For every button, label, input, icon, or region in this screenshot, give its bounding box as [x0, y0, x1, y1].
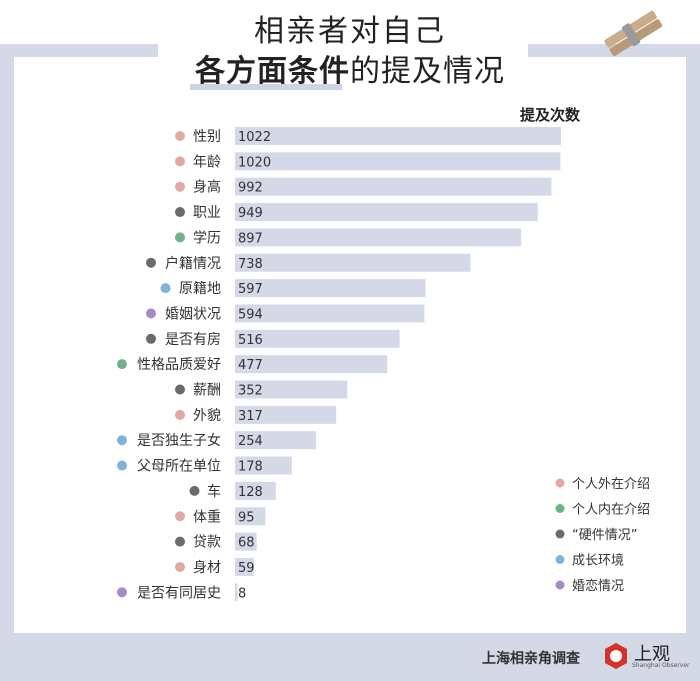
legend-label: 婚恋情况 [572, 578, 624, 594]
category-dot [175, 181, 185, 192]
category-label: 父母所在单位 [137, 459, 221, 475]
bar-value-label: 992 [238, 181, 263, 196]
category-dot [160, 283, 171, 294]
legend-label: “硬件情况” [572, 528, 637, 543]
category-dot [175, 232, 185, 243]
bar [235, 203, 538, 222]
bar-value-label: 477 [238, 358, 263, 373]
title-line2-bold: 各方面条件 [195, 54, 350, 89]
category-dot [175, 561, 185, 572]
category-label: 车 [207, 483, 221, 500]
category-label: 学历 [193, 230, 221, 246]
category-label: 是否有同居史 [137, 585, 221, 601]
category-dot [175, 409, 185, 420]
bar-value-label: 352 [238, 384, 263, 399]
bar-value-label: 254 [238, 434, 263, 449]
category-dot [117, 435, 127, 446]
bar [235, 481, 276, 500]
bar [235, 127, 561, 145]
logo-subtext: Shanghai Observer [632, 662, 690, 669]
category-label: 体重 [193, 509, 221, 525]
category-label: 职业 [193, 205, 221, 221]
bar-value-label: 95 [238, 510, 255, 525]
bar [235, 507, 266, 526]
category-label: 外貌 [193, 408, 221, 424]
legend-dot [555, 478, 565, 488]
category-dot [175, 156, 185, 167]
bar-value-label: 516 [238, 333, 263, 348]
bar [235, 583, 238, 602]
category-dot [175, 384, 185, 395]
clothespin-icon [604, 10, 663, 57]
bar-value-label: 1020 [238, 155, 271, 170]
legend-dot [555, 555, 565, 564]
bar-value-label: 128 [238, 485, 263, 500]
bar-value-label: 317 [238, 409, 263, 424]
category-dot [117, 460, 127, 471]
category-dot [175, 131, 185, 141]
value-axis-header: 提及次数 [519, 106, 580, 124]
bar-value-label: 897 [238, 231, 263, 246]
bar [235, 557, 254, 576]
bar-value-label: 1022 [238, 130, 271, 145]
category-label: 身高 [193, 179, 221, 196]
category-label: 是否有房 [165, 332, 221, 348]
category-label: 性格品质爱好 [137, 357, 221, 373]
bar-value-label: 68 [238, 536, 255, 551]
logo-text: 上观 [634, 644, 670, 665]
legend-label: 个人外在介绍 [572, 477, 650, 492]
bar-value-label: 594 [238, 307, 263, 322]
category-label: 贷款 [193, 535, 221, 551]
title-line1: 相亲者对自己 [254, 14, 446, 49]
bar [235, 431, 317, 450]
bar [235, 405, 337, 424]
category-dot [175, 207, 185, 218]
bar [235, 279, 426, 298]
bar [235, 152, 561, 171]
shanghai-observer-logo-icon [605, 643, 627, 669]
legend-dot [555, 529, 565, 539]
footer-source: 上海相亲角调查 [482, 651, 580, 667]
bar-value-label: 8 [238, 586, 246, 601]
category-dot [146, 257, 156, 268]
bar-value-label: 597 [238, 282, 263, 297]
legend-dot [555, 580, 565, 590]
bar [235, 228, 522, 247]
category-dot [175, 536, 185, 547]
bar [235, 329, 400, 348]
bar-value-label: 178 [238, 460, 263, 475]
category-dot [146, 308, 156, 319]
bar [235, 253, 471, 272]
category-dot [189, 485, 200, 496]
category-dot [117, 359, 127, 370]
bar [235, 456, 292, 475]
bar [235, 355, 388, 374]
bar [235, 304, 425, 323]
title-block [158, 0, 528, 100]
category-label: 原籍地 [179, 280, 221, 297]
bar [235, 177, 552, 196]
category-label: 年龄 [193, 154, 221, 170]
title-underline [190, 84, 342, 90]
category-label: 性别 [193, 129, 221, 145]
category-dot [175, 511, 185, 522]
legend-dot [555, 504, 565, 513]
bar [235, 532, 257, 551]
bar-value-label: 738 [238, 257, 263, 272]
category-label: 薪酬 [193, 383, 221, 399]
category-label: 户籍情况 [165, 255, 221, 272]
title-line2: 各方面条件的提及情况 [0, 46, 700, 90]
category-dot [146, 333, 156, 344]
title-line2-rest: 的提及情况 [350, 54, 505, 89]
bar [235, 380, 348, 399]
category-label: 身材 [193, 560, 221, 576]
legend-label: 个人内在介绍 [572, 502, 650, 518]
bar-value-label: 59 [238, 561, 255, 576]
category-dot [117, 587, 127, 598]
legend-label: 成长环境 [572, 554, 624, 569]
bar-value-label: 949 [238, 206, 263, 221]
category-label: 是否独生子女 [137, 432, 221, 449]
category-label: 婚姻状况 [165, 306, 221, 322]
